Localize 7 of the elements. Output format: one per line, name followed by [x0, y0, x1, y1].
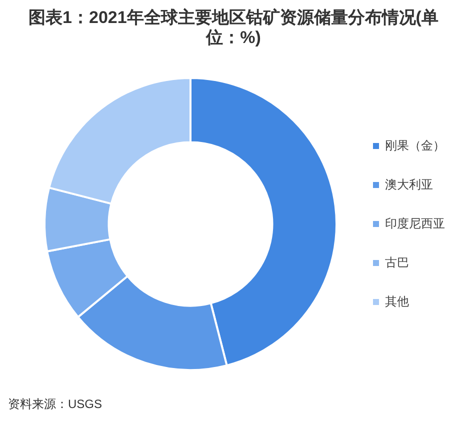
text: 资料来源：USGS	[8, 397, 102, 411]
legend-label: 其他	[385, 294, 409, 308]
chart-title: 图表1：2021年全球主要地区钴矿资源储量分布情况(单位：%)	[28, 8, 440, 48]
legend-label: 古巴	[385, 255, 409, 270]
legend-label: 印度尼西亚	[385, 216, 445, 230]
legend-label: 刚果（金）	[385, 138, 445, 152]
legend-label: 澳大利亚	[385, 177, 433, 192]
